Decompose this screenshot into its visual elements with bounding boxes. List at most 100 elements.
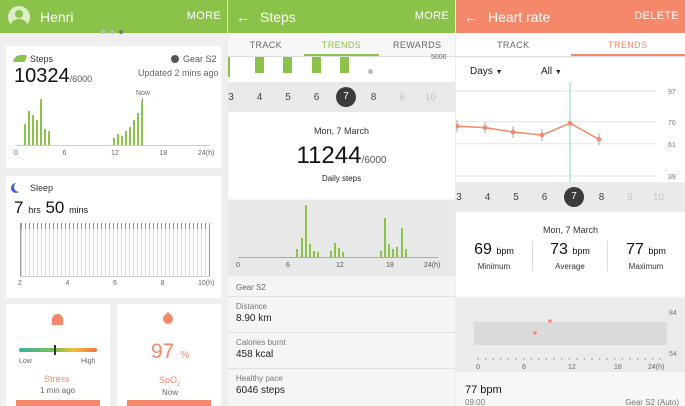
- hour-tick: [568, 358, 570, 360]
- date-item-6[interactable]: 6: [313, 91, 320, 103]
- hour-tick: [545, 358, 548, 360]
- normal-range-band: [474, 322, 667, 345]
- spo2-label: SpO2: [159, 375, 181, 388]
- steps-app-bar: ← Steps MORE: [228, 0, 455, 33]
- x-tick-label: 12: [336, 262, 344, 269]
- daily-heart-rate-chart: 84 54 0 6 12 18 24(h): [474, 310, 677, 371]
- heart-rate-point: [539, 132, 545, 138]
- tab-trends[interactable]: TRENDS: [303, 33, 380, 56]
- heart-rate-app-bar: ← Heart rate DELETE: [456, 0, 685, 33]
- date-item-5[interactable]: 5: [513, 191, 519, 203]
- tab-track[interactable]: TRACK: [249, 40, 283, 50]
- hour-tick: [636, 358, 639, 360]
- x-tick-label: 6: [62, 150, 67, 157]
- date-item-3[interactable]: 3: [228, 91, 234, 103]
- source-dropdown[interactable]: All ▼: [541, 66, 562, 77]
- stat-label: Healthy pace: [236, 374, 283, 383]
- steps-screen: ← Steps MORE TRACK TRENDS REWARDS 5000 3…: [228, 0, 455, 406]
- delete-button[interactable]: DELETE: [634, 10, 679, 22]
- hour-tick: [621, 358, 624, 360]
- back-arrow-icon[interactable]: ←: [236, 8, 250, 25]
- heart-rate-title: Heart rate: [488, 8, 551, 25]
- hour-tick: [507, 358, 510, 360]
- page-indicator: [101, 30, 123, 34]
- date-item-4[interactable]: 4: [256, 91, 263, 103]
- hour-tick: [606, 358, 608, 360]
- date-item-4[interactable]: 4: [484, 191, 491, 203]
- sleep-card[interactable]: Sleep 7 hrs 50 mins 2 4 6 8 10(h): [6, 176, 221, 298]
- measure-stress-button[interactable]: [16, 400, 100, 406]
- heart-rate-line: [456, 122, 600, 141]
- x-tick-label: 12: [111, 150, 119, 157]
- date-item-10[interactable]: 10: [424, 91, 437, 103]
- date-item-10[interactable]: 10: [652, 191, 665, 203]
- step-bar: [28, 110, 31, 145]
- date-strip[interactable]: 3 4 5 6 7 8 9 10: [456, 182, 685, 212]
- tab-trends[interactable]: TRENDS: [570, 33, 685, 56]
- spo2-card[interactable]: 97 % SpO2 Now: [117, 304, 221, 406]
- tab-rewards[interactable]: REWARDS: [392, 40, 442, 50]
- date-item-5[interactable]: 5: [285, 91, 291, 103]
- date-item-7[interactable]: 7: [564, 187, 584, 207]
- date-item-8[interactable]: 8: [598, 191, 605, 203]
- date-item-6[interactable]: 6: [541, 191, 548, 203]
- person-icon: [52, 314, 63, 325]
- step-bar: [32, 115, 35, 145]
- date-strip[interactable]: 3 4 5 6 7 8 9 10: [228, 82, 455, 112]
- steps-card[interactable]: Steps 10324/6000 Gear S2 Updated 2 mins …: [6, 46, 221, 168]
- x-tick-label: 24(h): [424, 262, 441, 269]
- x-tick-label: 6: [113, 280, 117, 287]
- x-tick-label: 10(h): [198, 280, 215, 287]
- daily-step-bar: [333, 242, 336, 257]
- stress-card[interactable]: Low High Stress 1 min ago: [6, 304, 110, 406]
- y-tick-label: 61: [668, 142, 676, 149]
- y-tick-label: 54: [669, 351, 677, 358]
- hour-tick: [484, 358, 487, 360]
- back-arrow-icon[interactable]: ←: [464, 8, 478, 25]
- heart-rate-trend-chart: 97 76 61 39: [456, 82, 676, 182]
- hour-tick: [515, 358, 517, 360]
- step-bar: [129, 126, 132, 145]
- moon-icon: [14, 182, 24, 192]
- daily-step-bar: [329, 250, 332, 257]
- measure-spo2-button[interactable]: [127, 400, 211, 406]
- last-reading-value: 77 bpm: [465, 384, 502, 396]
- summary-panel: Mon, 7 March 11244/6000 Daily steps: [228, 112, 455, 198]
- x-tick-label: 8: [160, 280, 165, 287]
- user-name: Henri: [40, 8, 74, 25]
- tab-track[interactable]: TRACK: [496, 40, 530, 50]
- stat-label: Distance: [236, 302, 268, 311]
- x-tick-label: 6: [286, 262, 290, 269]
- x-tick-label: 24(h): [198, 150, 215, 157]
- hour-tick: [614, 358, 616, 360]
- drop-icon: [160, 311, 176, 327]
- steps-chart: [16, 98, 210, 146]
- date-heading: Mon, 7 March: [313, 126, 370, 136]
- spo2-value: 97 %: [151, 340, 190, 363]
- avatar[interactable]: [8, 5, 30, 28]
- date-item-9[interactable]: 9: [399, 91, 405, 103]
- step-bar: [117, 133, 119, 145]
- x-tick-label: 4: [65, 280, 70, 287]
- last-reading-device: Gear S2 (Auto): [625, 398, 679, 406]
- last-reading-time: 09:00: [465, 398, 486, 406]
- heart-rate-point: [482, 125, 488, 130]
- y-tick-label: 84: [669, 310, 677, 317]
- hour-tick: [629, 358, 631, 360]
- date-item-3[interactable]: 3: [456, 191, 462, 203]
- daily-chart-area: 0 6 12 18 24(h): [228, 200, 455, 276]
- daily-steps-chart: [238, 200, 438, 258]
- watch-icon: [171, 55, 179, 63]
- date-item-7[interactable]: 7: [336, 87, 356, 107]
- range-dropdown[interactable]: Days ▼: [470, 66, 503, 77]
- stat-row: Distance 8.90 km: [228, 296, 455, 332]
- date-item-9[interactable]: 9: [627, 191, 633, 203]
- daily-steps-value: 11244/6000: [296, 142, 387, 169]
- step-bar: [48, 131, 51, 145]
- step-bar: [40, 99, 43, 145]
- trend-bars: 5000: [228, 54, 455, 83]
- date-item-8[interactable]: 8: [370, 91, 377, 103]
- hr-summary-panel: Mon, 7 March 69 bpm Minimum 73 bpm Avera…: [456, 212, 685, 296]
- more-button[interactable]: MORE: [186, 10, 221, 22]
- more-button[interactable]: MORE: [414, 10, 449, 22]
